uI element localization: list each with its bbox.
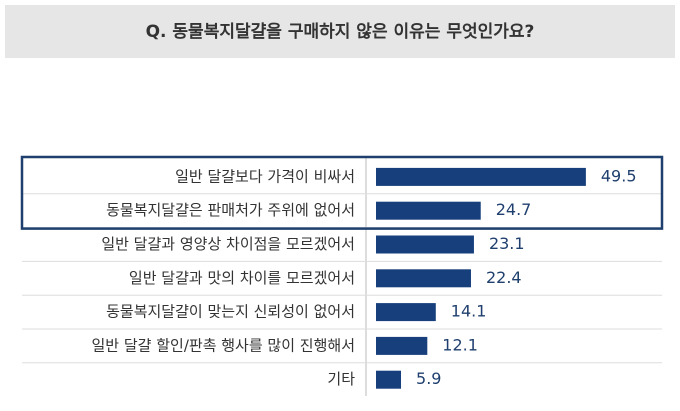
value-label: 5.9 — [416, 369, 441, 388]
category-label: 기타 — [327, 370, 355, 388]
value-label: 49.5 — [601, 166, 637, 185]
bar — [376, 303, 436, 322]
value-label: 24.7 — [496, 200, 532, 219]
category-label: 일반 달걀보다 가격이 비싸서 — [175, 167, 355, 185]
bar — [376, 269, 471, 288]
bar — [376, 336, 428, 355]
highlight-box — [20, 155, 664, 230]
value-label: 22.4 — [486, 268, 522, 287]
chart-title: Q. 동물복지달걀을 구매하지 않은 이유는 무엇인가요? — [146, 21, 535, 42]
bar — [376, 235, 474, 254]
category-label: 동물복지달걀은 판매처가 주위에 없어서 — [106, 201, 355, 219]
bar — [376, 201, 481, 220]
bar — [376, 167, 586, 186]
category-label: 일반 달걀과 맛의 차이를 모르겠어서 — [129, 269, 355, 287]
value-label: 12.1 — [442, 335, 478, 354]
value-label: 14.1 — [451, 302, 487, 321]
value-label: 23.1 — [489, 234, 525, 253]
category-label: 동물복지달걀이 맞는지 신뢰성이 없어서 — [106, 303, 355, 321]
bar — [376, 370, 402, 389]
header-box — [5, 5, 675, 58]
category-label: 일반 달걀과 영양상 차이점을 모르겠어서 — [101, 235, 355, 253]
category-label: 일반 달걀 할인/판촉 행사를 많이 진행해서 — [92, 336, 356, 354]
